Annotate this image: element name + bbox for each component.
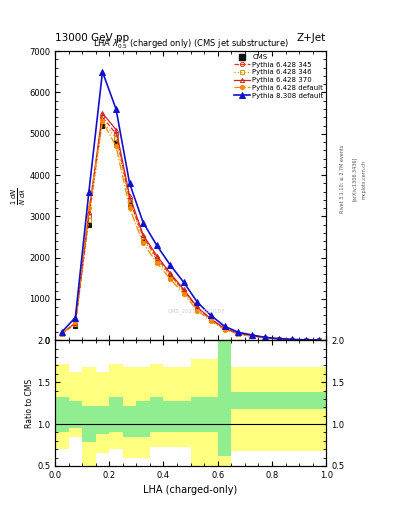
Text: Z+Jet: Z+Jet: [297, 33, 326, 44]
Y-axis label: $\frac{1}{N}\frac{dN}{d\lambda}$: $\frac{1}{N}\frac{dN}{d\lambda}$: [9, 187, 28, 205]
X-axis label: LHA (charged-only): LHA (charged-only): [143, 485, 238, 495]
Legend: CMS, Pythia 6.428 345, Pythia 6.428 346, Pythia 6.428 370, Pythia 6.428 default,: CMS, Pythia 6.428 345, Pythia 6.428 346,…: [233, 53, 324, 99]
Text: 13000 GeV pp: 13000 GeV pp: [55, 33, 129, 44]
Text: Rivet 3.1.10; ≥ 2.7M events: Rivet 3.1.10; ≥ 2.7M events: [340, 145, 345, 214]
Text: [arXiv:1306.3436]: [arXiv:1306.3436]: [352, 157, 357, 201]
Title: LHA $\lambda^{1}_{0.5}$ (charged only) (CMS jet substructure): LHA $\lambda^{1}_{0.5}$ (charged only) (…: [93, 36, 288, 51]
Y-axis label: Ratio to CMS: Ratio to CMS: [25, 378, 34, 428]
Text: CMS_2021_I1920187: CMS_2021_I1920187: [167, 309, 225, 314]
Text: mcplots.cern.ch: mcplots.cern.ch: [362, 160, 367, 199]
